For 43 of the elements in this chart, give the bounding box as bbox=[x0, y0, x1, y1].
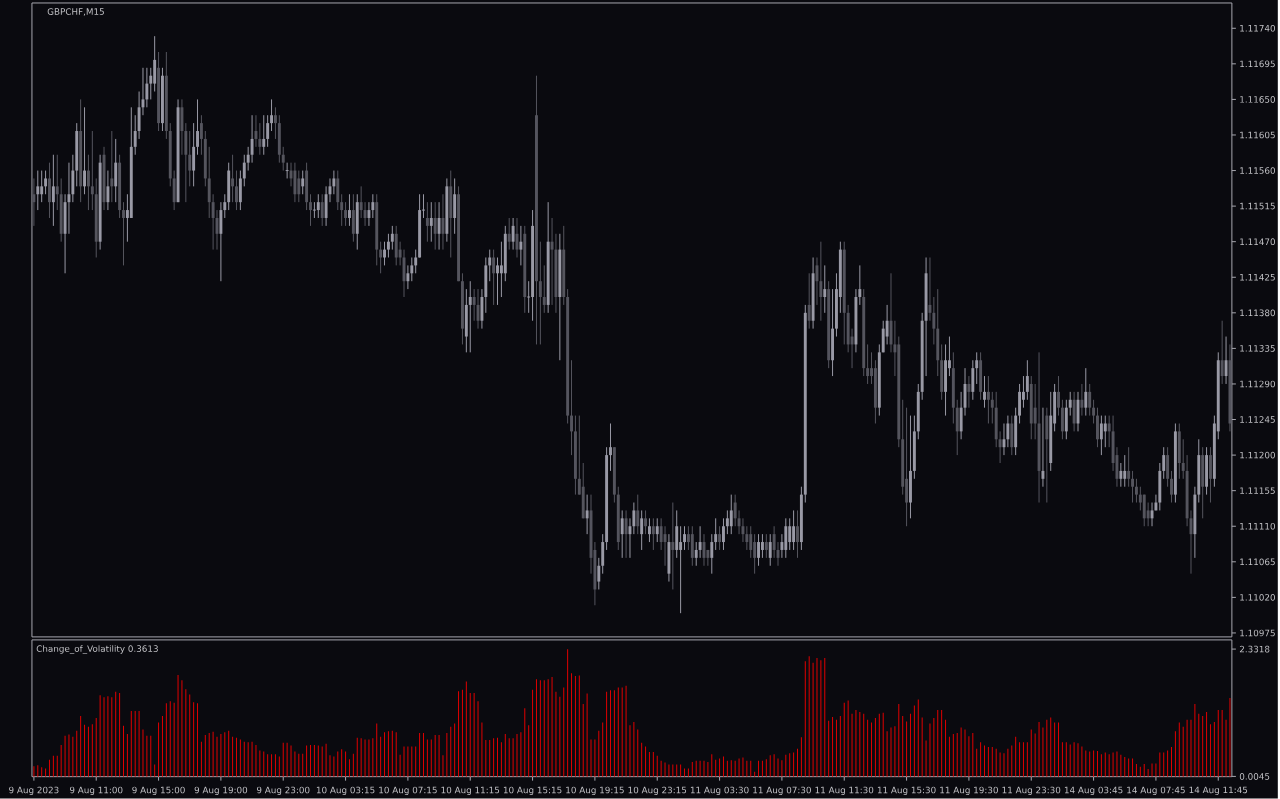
y-tick-label: 1.11155 bbox=[1240, 487, 1275, 494]
x-tick-label: 9 Aug 23:00 bbox=[256, 786, 310, 795]
x-tick-label: 14 Aug 07:45 bbox=[1127, 786, 1185, 795]
x-tick-label: 10 Aug 15:15 bbox=[503, 786, 562, 795]
y-tick-label: 1.11650 bbox=[1240, 95, 1275, 103]
x-tick-label: 10 Aug 23:15 bbox=[628, 786, 687, 795]
y-tick-label: 1.11065 bbox=[1240, 558, 1275, 565]
x-tick-label: 11 Aug 11:30 bbox=[815, 786, 874, 795]
y-tick-label: 1.11425 bbox=[1240, 273, 1275, 281]
y-tick-label: 1.11020 bbox=[1240, 593, 1275, 601]
y-tick-label: 1.11335 bbox=[1240, 344, 1275, 352]
y-tick-label: 1.11470 bbox=[1240, 238, 1275, 245]
y-tick-label: 1.11290 bbox=[1240, 380, 1275, 388]
y-tick-label: 0.0045 bbox=[1239, 772, 1270, 780]
x-tick-label: 14 Aug 11:45 bbox=[1189, 786, 1248, 795]
x-tick-label: 10 Aug 19:15 bbox=[566, 786, 624, 795]
x-tick-label: 10 Aug 03:15 bbox=[316, 786, 375, 795]
y-tick-label: 1.11380 bbox=[1240, 309, 1275, 316]
y-tick-label: 1.11245 bbox=[1240, 415, 1275, 423]
y-tick-label: 1.11695 bbox=[1240, 60, 1275, 67]
y-tick-label: 1.11200 bbox=[1240, 451, 1275, 459]
x-tick-label: 10 Aug 07:15 bbox=[379, 786, 437, 795]
y-tick-label: 1.11560 bbox=[1240, 167, 1275, 174]
x-tick-label: 11 Aug 03:30 bbox=[690, 786, 749, 795]
y-tick-label: 1.11740 bbox=[1240, 24, 1275, 32]
x-tick-label: 11 Aug 15:30 bbox=[877, 786, 936, 795]
text: GBPCHF,M15 bbox=[47, 8, 104, 16]
x-tick-label: 9 Aug 15:00 bbox=[132, 786, 185, 795]
y-tick-label: 1.10975 bbox=[1240, 629, 1275, 637]
text: Change_of_Volatility 0.3613 bbox=[36, 644, 158, 654]
y-tick-label: 2.3318 bbox=[1239, 645, 1270, 653]
y-tick-label: 1.11605 bbox=[1240, 131, 1275, 139]
x-tick-label: 9 Aug 2023 bbox=[9, 786, 59, 795]
x-tick-label: 10 Aug 11:15 bbox=[441, 786, 500, 795]
x-tick-label: 11 Aug 07:30 bbox=[753, 786, 811, 795]
y-tick-label: 1.11110 bbox=[1240, 522, 1275, 530]
candlestick bbox=[312, 201, 317, 219]
x-tick-label: 9 Aug 11:00 bbox=[69, 786, 123, 795]
x-tick-label: 9 Aug 19:00 bbox=[194, 786, 248, 795]
x-tick-label: 14 Aug 03:45 bbox=[1064, 786, 1123, 795]
x-tick-label: 11 Aug 23:30 bbox=[1002, 786, 1061, 795]
y-tick-label: 1.11515 bbox=[1240, 202, 1275, 210]
x-tick-label: 11 Aug 19:30 bbox=[940, 786, 998, 795]
